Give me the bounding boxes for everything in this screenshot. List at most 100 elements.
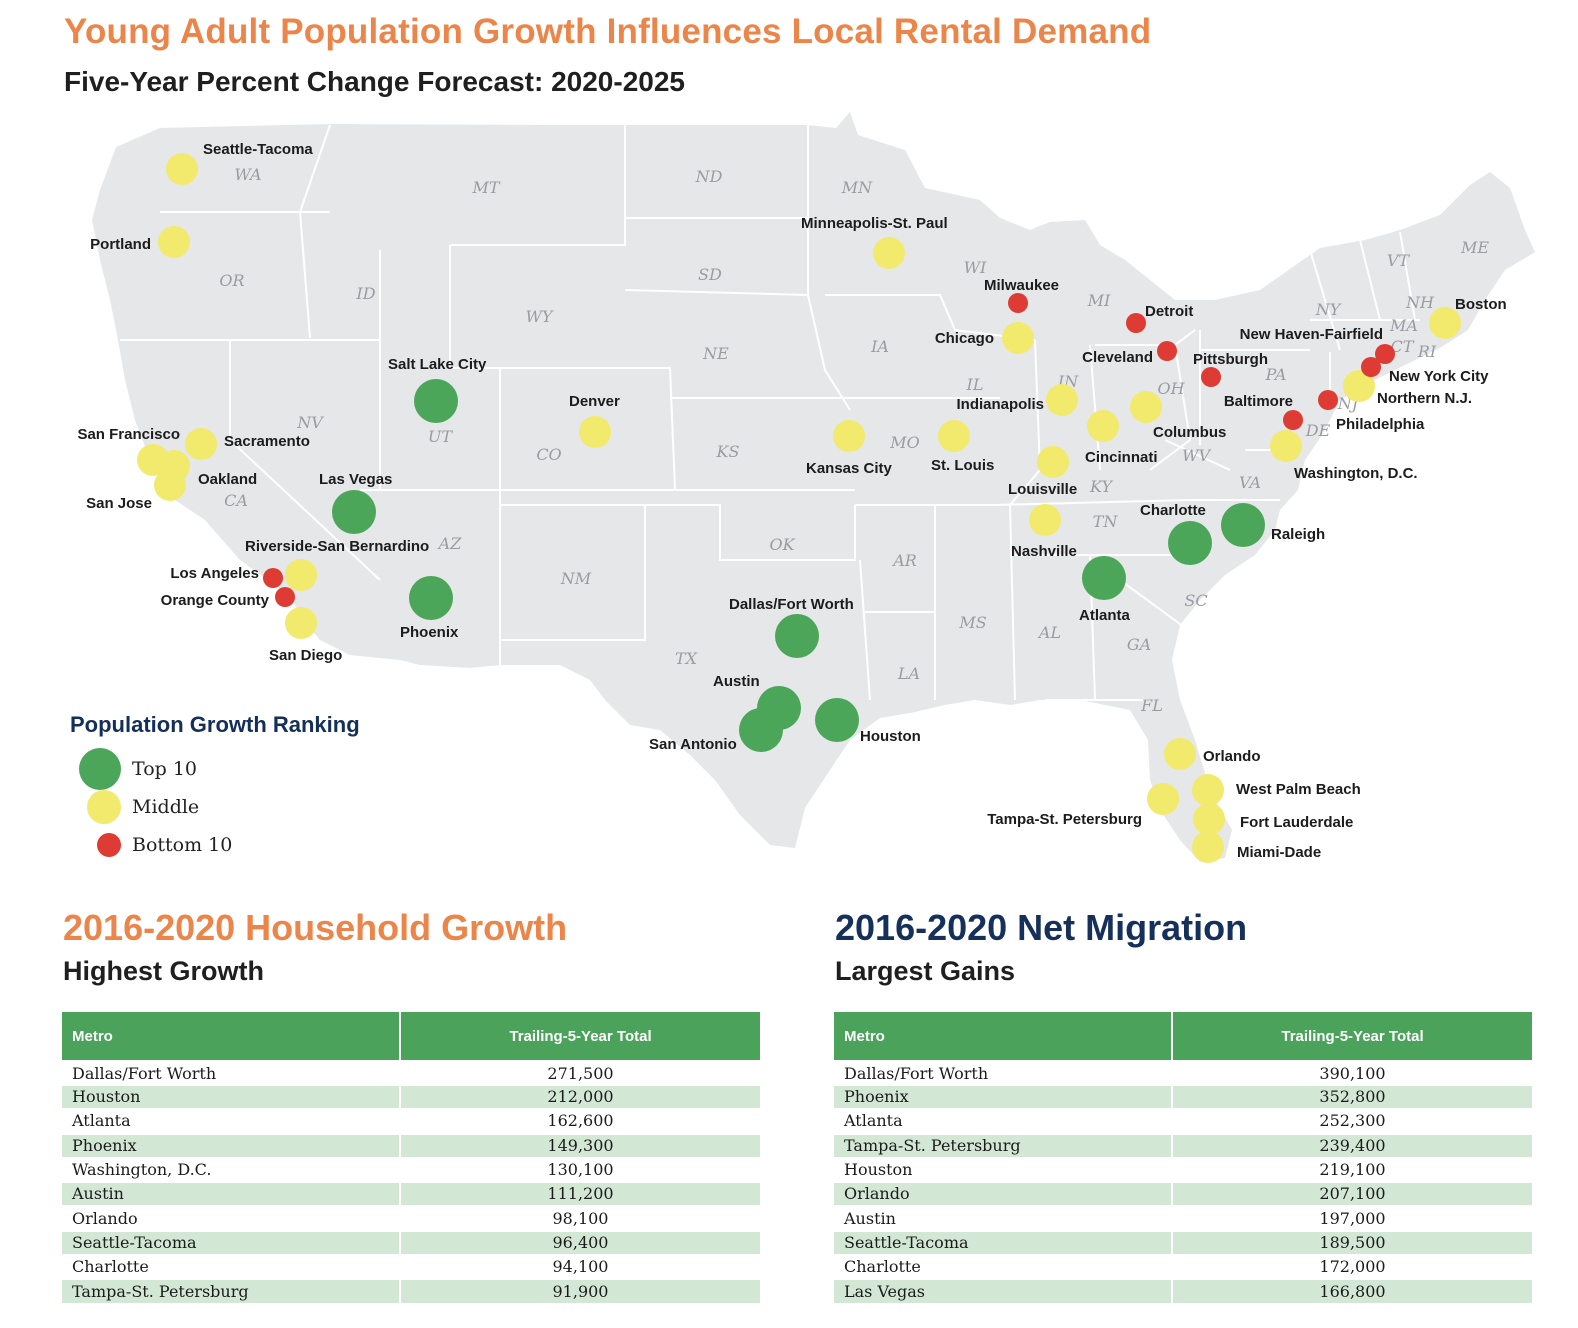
page-title: Young Adult Population Growth Influences… — [64, 12, 1152, 51]
metro-label-boston: Boston — [1455, 296, 1507, 313]
legend-item-middle: Middle — [70, 788, 390, 826]
state-label-wy: WY — [525, 307, 553, 326]
metro-label-milwaukee: Milwaukee — [984, 277, 1059, 294]
state-label-al: AL — [1037, 623, 1061, 642]
table-row: Seattle-Tacoma 189,500 — [834, 1230, 1532, 1257]
table-row: Seattle-Tacoma 96,400 — [62, 1230, 760, 1257]
state-label-ia: IA — [870, 337, 889, 356]
legend: Population Growth Ranking Top 10 Middle Bo… — [70, 712, 390, 864]
total-cell: 172,000 — [1172, 1255, 1532, 1281]
metro-marker-pittsburgh — [1201, 367, 1221, 387]
metro-marker-seattle-tacoma — [166, 153, 198, 185]
state-label-az: AZ — [437, 534, 463, 553]
legend-item-bottom10: Bottom 10 — [70, 826, 390, 864]
metro-markers: Seattle-Tacoma Portland San Francisco Sacra… — [77, 141, 1507, 863]
metro-marker-denver — [579, 416, 611, 448]
state-label-ma: MA — [1389, 316, 1418, 335]
metro-label-tampa-st-petersburg: Tampa-St. Petersburg — [987, 811, 1142, 828]
metro-label-washington-d-c: Washington, D.C. — [1294, 465, 1418, 482]
metro-label-louisville: Louisville — [1008, 481, 1077, 498]
legend-title: Population Growth Ranking — [70, 712, 360, 737]
metro-label-san-jose: San Jose — [86, 495, 152, 512]
state-label-la: LA — [897, 664, 920, 683]
metro-label-sacramento: Sacramento — [224, 433, 310, 450]
metro-cell: Charlotte — [62, 1255, 401, 1281]
metro-marker-cleveland — [1157, 341, 1177, 361]
metro-label-las-vegas: Las Vegas — [319, 471, 392, 488]
metro-marker-orange-county — [275, 587, 295, 607]
metro-marker-portland — [158, 226, 190, 258]
state-label-ks: KS — [716, 442, 740, 461]
legend-label: Bottom 10 — [132, 834, 233, 856]
table-row: Tampa-St. Petersburg 91,900 — [62, 1279, 760, 1305]
state-label-tn: TN — [1093, 512, 1119, 531]
state-label-wv: WV — [1182, 446, 1211, 465]
table-row: Orlando 207,100 — [834, 1182, 1532, 1208]
metro-cell: Atlanta — [834, 1109, 1173, 1135]
column-header-total: Trailing-5-Year Total — [400, 1012, 760, 1060]
metro-marker-atlanta — [1082, 556, 1126, 600]
metro-label-los-angeles: Los Angeles — [170, 565, 259, 582]
metro-label-denver: Denver — [569, 393, 620, 410]
metro-label-charlotte: Charlotte — [1140, 502, 1206, 519]
state-label-fl: FL — [1140, 696, 1163, 715]
metro-cell: Las Vegas — [834, 1279, 1173, 1305]
state-label-tx: TX — [675, 649, 698, 668]
metro-marker-milwaukee — [1008, 293, 1028, 313]
metro-marker-boston — [1429, 307, 1461, 339]
legend-item-top10: Top 10 — [70, 748, 390, 790]
metro-cell: Orlando — [62, 1206, 401, 1232]
metro-label-cincinnati: Cincinnati — [1085, 449, 1158, 466]
total-cell: 219,100 — [1172, 1157, 1532, 1184]
table-row: Austin 111,200 — [62, 1182, 760, 1208]
state-label-ny: NY — [1315, 300, 1342, 319]
metro-label-west-palm-beach: West Palm Beach — [1236, 781, 1361, 798]
metro-label-salt-lake-city: Salt Lake City — [388, 356, 487, 373]
map-land — [92, 112, 1535, 862]
metro-cell: Houston — [834, 1157, 1173, 1184]
metro-label-san-francisco: San Francisco — [77, 426, 180, 443]
total-cell: 149,300 — [400, 1133, 760, 1159]
metro-label-cleveland: Cleveland — [1082, 349, 1153, 366]
metro-cell: Washington, D.C. — [62, 1157, 401, 1184]
metro-label-miami-dade: Miami-Dade — [1237, 844, 1321, 861]
state-label-wi: WI — [964, 258, 987, 277]
state-label-or: OR — [219, 271, 244, 290]
state-label-me: ME — [1460, 238, 1489, 257]
metro-marker-phoenix — [409, 576, 453, 620]
metro-label-dallas-fort-worth: Dallas/Fort Worth — [729, 596, 854, 613]
metro-cell: Atlanta — [62, 1109, 401, 1135]
legend-label: Top 10 — [132, 758, 198, 780]
total-cell: 239,400 — [1172, 1133, 1532, 1159]
metro-marker-san-jose — [154, 469, 186, 501]
metro-cell: Austin — [62, 1182, 401, 1208]
metro-marker-salt-lake-city — [414, 379, 458, 423]
state-label-nd: ND — [695, 167, 723, 186]
metro-marker-san-diego — [285, 607, 317, 639]
metro-marker-san-antonio — [739, 708, 783, 752]
table-row: Phoenix 352,800 — [834, 1085, 1532, 1111]
metro-marker-detroit — [1126, 313, 1146, 333]
metro-label-columbus: Columbus — [1153, 424, 1226, 441]
column-header-total: Trailing-5-Year Total — [1172, 1012, 1532, 1060]
state-label-ca: CA — [224, 491, 248, 510]
metro-label-st-louis: St. Louis — [931, 457, 994, 474]
metro-marker-raleigh — [1221, 503, 1265, 547]
metro-cell: Houston — [62, 1085, 401, 1111]
state-label-sc: SC — [1184, 591, 1207, 610]
total-cell: 111,200 — [400, 1182, 760, 1208]
state-label-mt: MT — [471, 178, 500, 197]
metro-marker-west-palm-beach — [1192, 774, 1224, 806]
metro-cell: Dallas/Fort Worth — [834, 1060, 1173, 1086]
legend-dot-bottom10 — [97, 833, 121, 857]
total-cell: 91,900 — [400, 1279, 760, 1305]
us-outline — [92, 112, 1535, 862]
household-growth-section: 2016-2020 Household Growth Highest Growt… — [63, 906, 763, 988]
metro-marker-sacramento — [185, 428, 217, 460]
table-row: Houston 219,100 — [834, 1157, 1532, 1184]
total-cell: 189,500 — [1172, 1230, 1532, 1257]
metro-label-northern-n-j: Northern N.J. — [1377, 390, 1472, 407]
metro-marker-louisville — [1037, 446, 1069, 478]
state-label-id: ID — [355, 284, 375, 303]
metro-cell: Seattle-Tacoma — [834, 1230, 1173, 1257]
